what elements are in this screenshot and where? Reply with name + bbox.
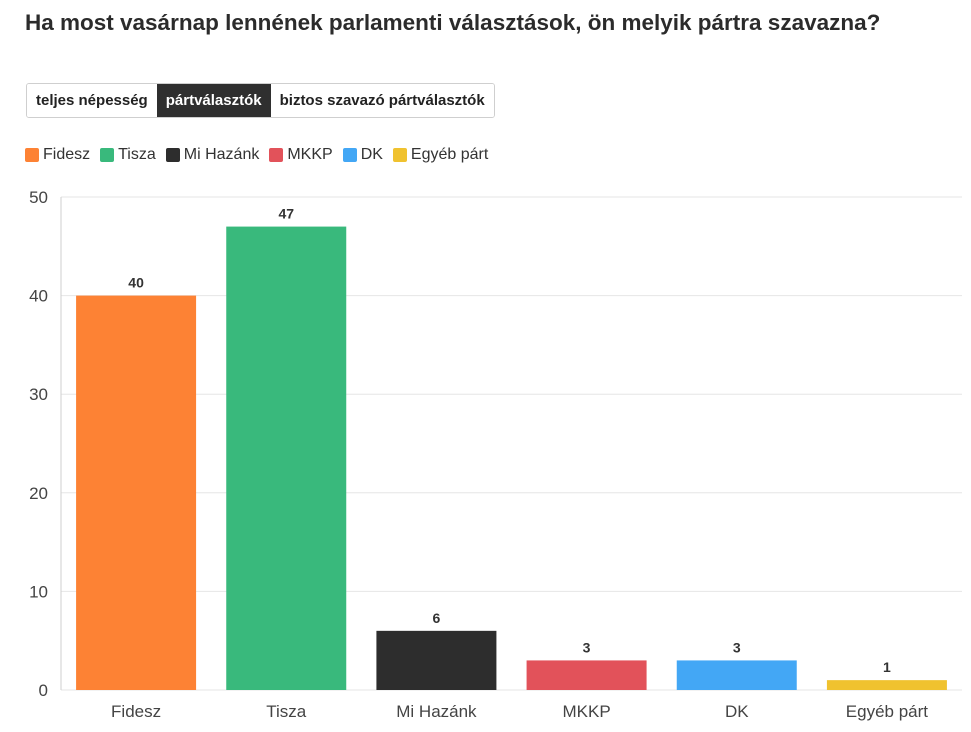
y-tick-label: 20: [29, 484, 48, 503]
y-tick-label: 30: [29, 385, 48, 404]
legend-label: Egyéb párt: [410, 146, 489, 163]
data-label: 1: [883, 659, 891, 675]
legend-swatch: [25, 148, 39, 162]
tab-biztos-szavazo-partvalasztok[interactable]: biztos szavazó pártválasztók: [270, 84, 494, 117]
bar: [376, 630, 497, 690]
y-tick-label: 10: [29, 582, 48, 601]
x-tick-label: Fidesz: [111, 702, 161, 721]
x-tick-label: Mi Hazánk: [396, 702, 477, 721]
legend-swatch: [165, 148, 180, 162]
bar: [676, 660, 797, 690]
y-tick-label: 50: [29, 188, 48, 207]
legend-label: Mi Hazánk: [183, 146, 260, 163]
legend-label: Fidesz: [43, 146, 91, 163]
legend-item-mkkp[interactable]: MKKP: [269, 146, 333, 164]
data-label: 47: [278, 206, 294, 222]
bar: [76, 295, 197, 690]
data-label: 40: [128, 275, 144, 291]
legend-item-mi-hazank[interactable]: Mi Hazánk: [165, 146, 260, 164]
legend-swatch: [269, 148, 284, 162]
tab-partvalasztok[interactable]: pártválasztók: [156, 84, 271, 117]
legend-swatch: [342, 148, 357, 162]
legend-label: MKKP: [287, 146, 333, 163]
tab-teljes-nepesseg[interactable]: teljes népesség: [27, 84, 157, 117]
x-tick-label: Tisza: [266, 702, 307, 721]
bar: [526, 660, 647, 690]
legend-item-tisza[interactable]: Tisza: [100, 146, 156, 164]
data-label: 3: [733, 639, 741, 655]
legend-item-dk[interactable]: DK: [342, 146, 383, 164]
legend-swatch: [392, 148, 407, 162]
y-tick-label: 40: [29, 287, 48, 306]
x-tick-label: Egyéb párt: [846, 702, 928, 721]
legend-label: DK: [360, 146, 383, 163]
x-tick-label: DK: [725, 702, 749, 721]
bar: [226, 226, 347, 690]
y-tick-label: 0: [39, 681, 48, 700]
x-tick-label: MKKP: [562, 702, 610, 721]
chart-legend: Fidesz Tisza Mi Hazánk MKKP DK Egyéb pár…: [25, 146, 498, 164]
legend-item-egyeb-part[interactable]: Egyéb párt: [392, 146, 489, 164]
legend-label: Tisza: [118, 146, 156, 163]
bar-chart: 0 10 20 30 40 50 40 Fidesz 47 Tisza 6 Mi Hazánk 3 MKK…: [29, 188, 962, 721]
population-tabs: teljes népesség pártválasztók biztos sza…: [26, 83, 495, 118]
bar: [826, 680, 947, 690]
data-label: 6: [433, 610, 441, 626]
legend-item-fidesz[interactable]: Fidesz: [25, 146, 90, 164]
data-label: 3: [583, 639, 591, 655]
chart-title: Ha most vasárnap lennének parlamenti vál…: [25, 10, 881, 35]
legend-swatch: [100, 148, 115, 162]
